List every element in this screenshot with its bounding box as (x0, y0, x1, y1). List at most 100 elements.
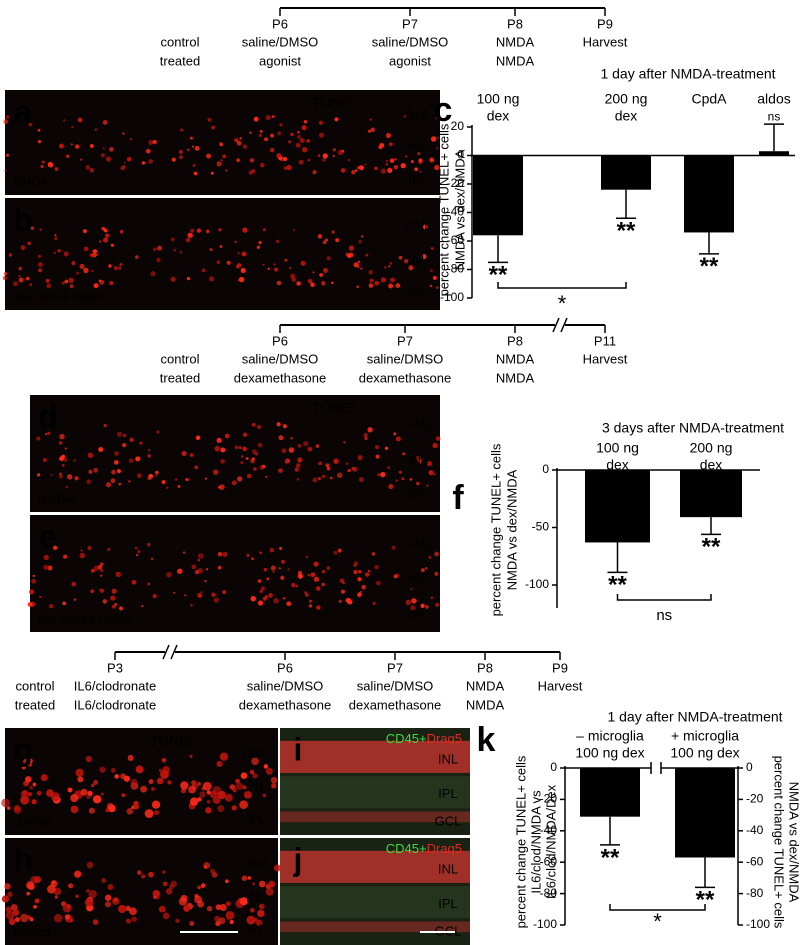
tunel-dot (303, 120, 308, 124)
tunel-dot (389, 262, 393, 265)
tunel-dot (98, 240, 102, 243)
tunel-dot (180, 894, 188, 902)
tunel-dot (217, 565, 222, 570)
tunel-dot (312, 170, 317, 175)
layer-label: IPL (438, 786, 458, 801)
tunel-dot (131, 579, 137, 585)
tunel-dot (38, 268, 43, 273)
tunel-dot (67, 787, 73, 793)
tunel-dot (374, 445, 380, 450)
tunel-dot (318, 132, 325, 138)
tunel-dot (430, 269, 433, 272)
tunel-dot (147, 454, 151, 458)
panel-condition: dex before NMDA (38, 612, 133, 626)
tunel-dot (139, 441, 143, 445)
tunel-dot (379, 142, 385, 148)
tunel-dot (235, 778, 241, 784)
tunel-dot (169, 883, 175, 890)
tunel-dot (53, 913, 63, 923)
y2-tick-label: -100 (746, 917, 770, 931)
tunel-dot (375, 454, 380, 459)
tunel-dot (259, 589, 264, 593)
tunel-dot (321, 582, 325, 587)
tunel-dot (103, 423, 107, 428)
tunel-dot (206, 153, 212, 159)
tunel-dot (47, 565, 53, 571)
tunel-dot (54, 167, 59, 171)
panel-condition: NMDA (13, 175, 48, 189)
tunel-dot (161, 757, 167, 763)
tunel-dot (338, 599, 342, 603)
tunel-dot (313, 561, 319, 567)
y2-tick-label: -80 (746, 886, 764, 900)
nuclear-band (280, 850, 470, 883)
tunel-dot (309, 599, 313, 603)
tunel-dot (61, 464, 65, 467)
marker-green: CD45+ (386, 731, 427, 746)
tunel-dot (251, 757, 259, 766)
tunel-dot (100, 562, 104, 566)
tunel-dot (280, 575, 285, 580)
tunel-dot (247, 876, 252, 880)
tunel-dot (114, 451, 119, 456)
tunel-dot (200, 883, 206, 888)
y-tick-label: -40 (540, 823, 558, 837)
tunel-dot (274, 267, 279, 272)
tunel-dot (292, 229, 296, 232)
tunel-dot (85, 755, 93, 763)
timeline-text: NMDA (496, 351, 535, 366)
tunel-dot (325, 463, 330, 468)
tunel-dot (119, 229, 124, 234)
tunel-dot (388, 283, 394, 289)
tunel-dot (245, 457, 249, 460)
tunel-dot (102, 237, 109, 243)
tunel-dot (29, 283, 33, 287)
tunel-dot (364, 572, 370, 577)
tunel-dot (252, 773, 258, 779)
tunel-dot (300, 260, 306, 266)
tunel-dot (179, 128, 183, 132)
tunel-dot (215, 920, 221, 927)
tunel-dot (290, 273, 296, 279)
tunel-dot (432, 472, 436, 476)
tunel-dot (216, 437, 222, 443)
tunel-dot (374, 564, 379, 570)
tunel-dot (258, 910, 265, 916)
tunel-dot (282, 424, 287, 429)
tunel-dot (121, 793, 126, 798)
tunel-dot (257, 442, 263, 448)
bar (680, 470, 742, 518)
panel-marker: CD45+Draq5 (386, 841, 462, 856)
tunel-dot (182, 551, 186, 554)
tunel-dot (126, 808, 134, 815)
tunel-dot (348, 252, 354, 258)
tunel-dot (90, 568, 95, 573)
tunel-dot (185, 237, 191, 243)
timeline-text: control (160, 351, 199, 366)
tunel-dot (71, 581, 77, 587)
tunel-dot (58, 474, 63, 479)
tunel-dot (301, 124, 307, 131)
tunel-dot (39, 595, 42, 598)
tunel-dot (417, 459, 422, 464)
tunel-dot (187, 232, 193, 239)
tunel-dot (170, 237, 175, 242)
y-tick-label: -80 (447, 262, 465, 276)
tunel-dot (347, 159, 350, 162)
significance: ns (768, 109, 781, 123)
tunel-dot (250, 596, 256, 602)
tunel-dot (295, 463, 301, 469)
timeline-text: NMDA (496, 370, 535, 385)
timeline-text: agonist (259, 53, 301, 68)
tunel-dot (356, 285, 360, 289)
tunel-dot (37, 262, 43, 268)
chart-letter: f (452, 479, 464, 517)
tunel-dot (93, 283, 99, 289)
tunel-dot (22, 758, 29, 765)
tunel-dot (371, 552, 376, 556)
tunel-dot (173, 248, 177, 252)
tunel-dot (166, 571, 172, 578)
tunel-dot (29, 589, 35, 595)
panel-condition: NMDA (38, 492, 73, 506)
